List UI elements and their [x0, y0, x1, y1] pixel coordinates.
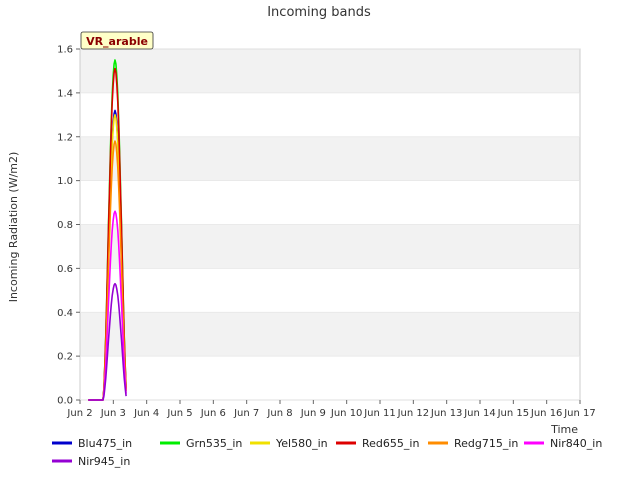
- x-tick-label: Jun 9: [300, 408, 326, 419]
- y-tick-label: 1.0: [57, 176, 73, 187]
- grid-band: [80, 180, 580, 225]
- chart-title: Incoming bands: [267, 5, 371, 20]
- y-tick-label: 0.4: [57, 308, 73, 319]
- y-tick-label: 1.2: [57, 132, 73, 143]
- grid-band: [80, 136, 580, 181]
- legend-label: Grn535_in: [186, 437, 242, 450]
- x-tick-label: Jun 17: [563, 408, 596, 419]
- series-lines: [88, 59, 127, 401]
- grid-band: [80, 268, 580, 313]
- x-tick-label: Jun 6: [200, 408, 226, 419]
- x-tick-label: Jun 2: [66, 408, 92, 419]
- x-tick-label: Jun 15: [497, 408, 530, 419]
- grid-band: [80, 49, 580, 93]
- grid-band: [80, 224, 580, 269]
- x-tick-label: Jun 7: [233, 408, 259, 419]
- x-tick-label: Jun 11: [363, 408, 396, 419]
- grid-bands: [80, 49, 580, 400]
- x-tick-label: Jun 3: [100, 408, 126, 419]
- y-axis-label: Incoming Radiation (W/m2): [7, 152, 20, 303]
- site-tag-box: [80, 31, 154, 50]
- x-tick-label: Jun 13: [430, 408, 463, 419]
- y-tick-label: 0.6: [57, 264, 73, 275]
- x-tick-label: Jun 5: [166, 408, 192, 419]
- legend-label: Yel580_in: [275, 437, 328, 450]
- y-tick-label: 0.0: [57, 396, 73, 407]
- legend: Blu475_in Grn535_in Yel580_in Red655_in Redg…: [52, 437, 602, 468]
- legend-label: Red655_in: [362, 437, 419, 450]
- y-axis: 0.0 0.2 0.4 0.6 0.8 1.0 1.2 1.4 1.6: [57, 45, 580, 407]
- legend-label: Nir945_in: [78, 455, 130, 468]
- legend-label: Nir840_in: [550, 437, 602, 450]
- x-tick-label: Jun 8: [266, 408, 292, 419]
- x-tick-label: Jun 16: [530, 408, 563, 419]
- y-tick-label: 1.6: [57, 45, 73, 56]
- y-tick-label: 0.8: [57, 220, 73, 231]
- y-tick-label: 0.2: [57, 352, 73, 363]
- grid-band: [80, 356, 580, 400]
- grid-band: [80, 92, 580, 137]
- series-line-nir840_in: [88, 210, 127, 401]
- x-tick-label: Jun 14: [463, 408, 496, 419]
- y-tick-label: 1.4: [57, 88, 73, 99]
- legend-label: Blu475_in: [78, 437, 132, 450]
- x-tick-label: Jun 10: [330, 408, 363, 419]
- legend-label: Redg715_in: [454, 437, 518, 450]
- site-tag-label: VR_arable: [86, 35, 148, 48]
- series-line-nir945_in: [88, 282, 127, 401]
- site-tag: VR_arable: [80, 31, 154, 50]
- grid-band: [80, 312, 580, 357]
- x-tick-label: Jun 4: [133, 408, 159, 419]
- x-axis: Jun 2 Jun 3 Jun 4 Jun 5 Jun 6 Jun 7 Jun 8 Jun 9…: [66, 400, 596, 419]
- x-tick-label: Jun 12: [397, 408, 430, 419]
- x-axis-label: Time: [550, 423, 578, 436]
